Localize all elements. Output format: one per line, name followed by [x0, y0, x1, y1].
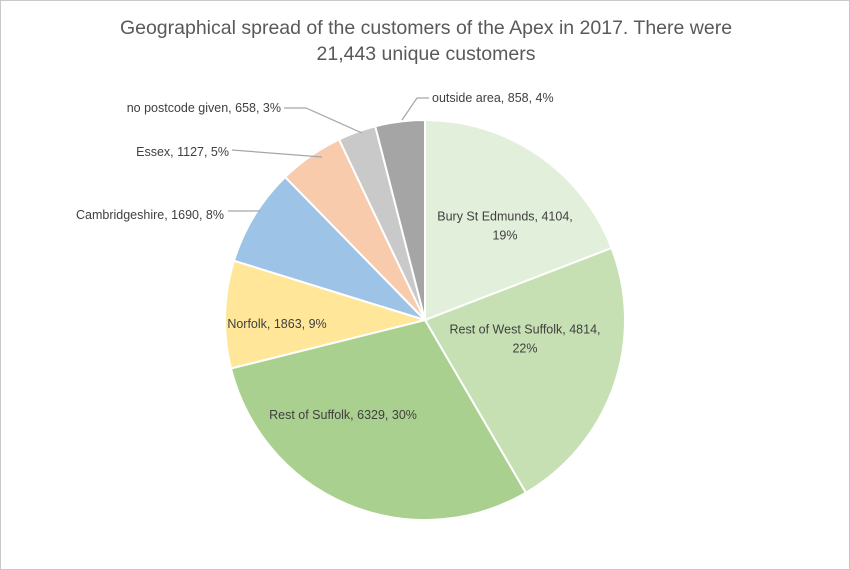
leader-line-no-postcode-given — [284, 107, 363, 134]
chart-title-line-1: Geographical spread of the customers of … — [119, 17, 733, 39]
data-label-line: Bury St Edmunds, 4104, — [437, 210, 573, 224]
data-label-line: Norfolk, 1863, 9% — [227, 317, 326, 331]
pie-slice-rest-of-suffolk — [229, 318, 528, 521]
chart-title-line-2: 21,443 unique customers — [316, 43, 536, 65]
data-label-outside-area: outside area, 858, 4% — [432, 91, 554, 105]
pie-slices — [224, 118, 626, 521]
data-label-line: 19% — [492, 229, 517, 243]
leader-line-outside-area — [401, 97, 429, 121]
data-label-bury-st-edmunds: Bury St Edmunds, 4104, 19% — [437, 210, 573, 243]
leader-line-essex — [231, 149, 323, 158]
pie-slice-cambridgeshire — [232, 175, 426, 321]
pie-slice-rest-of-west-suffolk — [423, 246, 626, 495]
data-label-line: outside area, 858, 4% — [432, 91, 554, 105]
data-label-line: Rest of Suffolk, 6329, 30% — [269, 408, 417, 422]
data-label-line: 22% — [512, 342, 537, 356]
pie-slice-outside-area — [374, 118, 426, 321]
data-labels: Bury St Edmunds, 4104, 19% Rest of West Su… — [76, 91, 601, 422]
data-label-no-postcode-given: no postcode given, 658, 3% — [127, 101, 281, 115]
data-label-line: Rest of West Suffolk, 4814, — [449, 323, 600, 337]
leader-lines — [228, 97, 429, 212]
data-label-rest-of-west-suffolk: Rest of West Suffolk, 4814, 22% — [449, 323, 600, 356]
data-label-line: Essex, 1127, 5% — [136, 145, 229, 159]
data-label-line: Cambridgeshire, 1690, 8% — [76, 208, 224, 222]
data-label-cambridgeshire: Cambridgeshire, 1690, 8% — [76, 208, 224, 222]
pie-slice-norfolk — [224, 259, 429, 370]
data-label-norfolk: Norfolk, 1863, 9% — [227, 317, 326, 331]
data-label-line: no postcode given, 658, 3% — [127, 101, 281, 115]
pie-slice-bury-st-edmunds — [424, 118, 613, 322]
data-label-rest-of-suffolk: Rest of Suffolk, 6329, 30% — [269, 408, 417, 422]
chart-title: Geographical spread of the customers of … — [1, 15, 850, 67]
data-label-essex: Essex, 1127, 5% — [136, 145, 229, 159]
